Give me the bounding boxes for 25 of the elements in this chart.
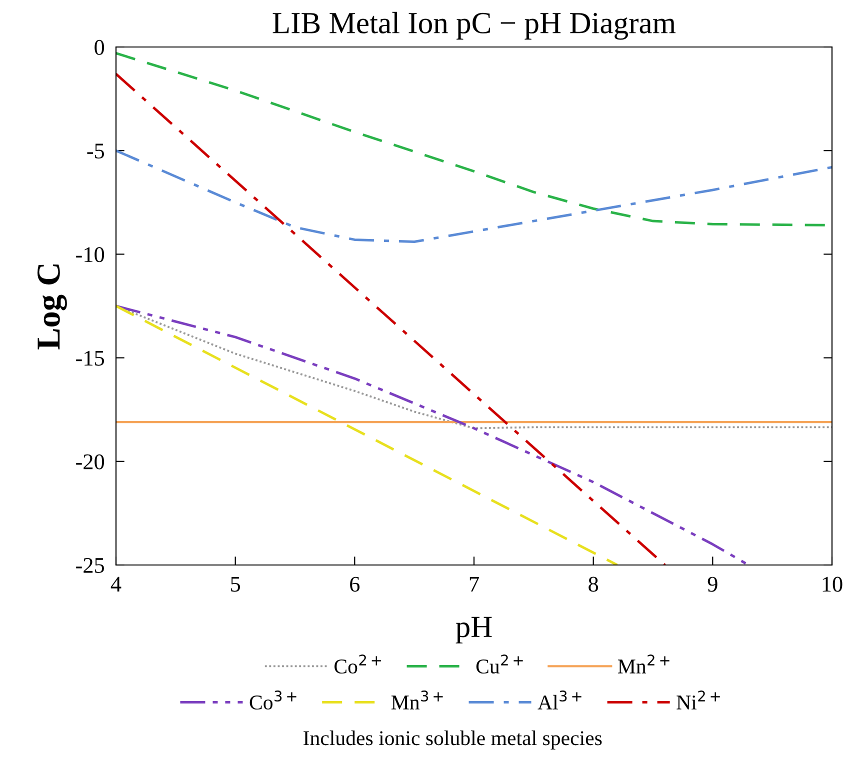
- chart-title: LIB Metal Ion pC − pH Diagram: [272, 12, 676, 40]
- y-axis-title: Log C: [38, 264, 67, 350]
- legend-label: Mn$^{3+}$: [391, 690, 443, 710]
- legend-label: Co$^{3+}$: [250, 690, 296, 710]
- legend-label: Mn$^{2+}$: [618, 654, 670, 674]
- x-tick-label: 4: [110, 576, 122, 592]
- y-tick-label: -25: [76, 558, 104, 573]
- x-tick-label: 7: [470, 576, 479, 592]
- y-tick-label: 0: [94, 40, 104, 55]
- legend-label: Co$^{2+}$: [334, 654, 381, 674]
- legend-label: Cu$^{2+}$: [476, 654, 523, 674]
- y-tick-label: -10: [76, 247, 104, 262]
- x-tick-label: 6: [350, 576, 360, 592]
- legend-label: Ni$^{2+}$: [676, 690, 720, 710]
- x-axis-title: pH: [456, 616, 492, 644]
- x-tick-label: 10: [822, 576, 842, 592]
- line-series: [116, 149, 832, 244]
- y-tick-label: -15: [76, 350, 104, 366]
- x-tick-label: 9: [708, 576, 718, 592]
- x-tick-label: 8: [588, 576, 598, 592]
- y-tick-label: -5: [87, 144, 104, 159]
- x-tick-label: 5: [231, 576, 240, 592]
- text: Includes ionic soluble metal species: [304, 730, 602, 750]
- y-tick-label: -20: [76, 454, 104, 470]
- legend-label: Al$^{3+}$: [538, 690, 582, 710]
